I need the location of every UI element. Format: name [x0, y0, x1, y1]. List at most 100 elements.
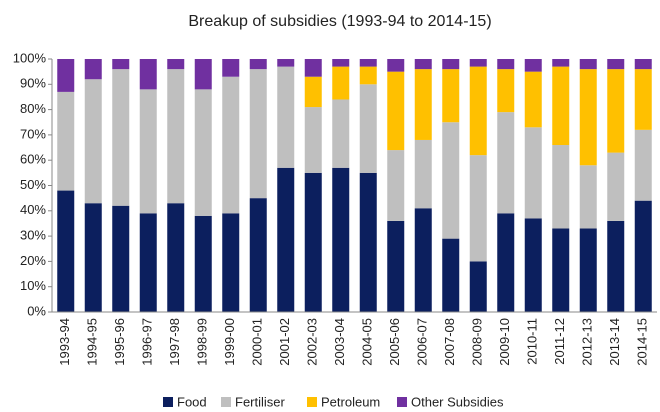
bar-segment: [634, 59, 652, 70]
bar-segment: [579, 69, 597, 166]
bar-segment: [167, 59, 185, 70]
y-tick-label: 60%: [20, 152, 46, 167]
legend-label: Fertiliser: [235, 394, 286, 409]
bar-segment: [414, 208, 432, 312]
x-tick-label: 2012-13: [580, 318, 595, 366]
x-tick-label: 2009-10: [497, 318, 512, 366]
bar-segment: [387, 59, 405, 72]
bar-segment: [359, 84, 377, 173]
bar-segment: [84, 59, 102, 80]
bar-segment: [332, 99, 350, 168]
bar-segment: [552, 59, 570, 67]
bar-segment: [524, 218, 542, 312]
bar-segment: [112, 205, 130, 312]
y-tick-label: 80%: [20, 101, 46, 116]
bar-segment: [414, 139, 432, 209]
bar-segment: [414, 69, 432, 140]
y-tick-label: 0%: [27, 303, 46, 318]
legend-label: Food: [177, 394, 207, 409]
legend-label: Other Subsidies: [411, 394, 504, 409]
bar-segment: [442, 122, 460, 239]
x-tick-label: 1994-95: [85, 318, 100, 366]
x-tick-label: 2014-15: [635, 318, 650, 366]
bar-segment: [249, 69, 267, 199]
bar-segment: [249, 198, 267, 312]
bar-segment: [579, 165, 597, 229]
bar-segment: [194, 89, 212, 216]
bar-segment: [359, 172, 377, 312]
bar-segment: [469, 155, 487, 262]
bar-segment: [469, 261, 487, 312]
y-tick-label: 70%: [20, 126, 46, 141]
x-tick-label: 2011-12: [552, 318, 567, 365]
x-tick-label: 2005-06: [387, 318, 402, 366]
y-tick-label: 20%: [20, 253, 46, 268]
bar-segment: [414, 59, 432, 70]
bar-segment: [634, 200, 652, 312]
y-tick-label: 50%: [20, 177, 46, 192]
bar-segment: [552, 66, 570, 146]
bar-segment: [634, 69, 652, 130]
bar-segment: [497, 59, 515, 70]
bar-segment: [139, 213, 157, 312]
x-tick-label: 1998-99: [195, 318, 210, 366]
bar-segment: [332, 59, 350, 67]
x-tick-label: 1996-97: [140, 318, 155, 366]
bar-segment: [524, 71, 542, 128]
legend-swatch: [221, 397, 231, 407]
x-tick-label: 2008-09: [470, 318, 485, 366]
legend-swatch: [397, 397, 407, 407]
bar-segment: [194, 59, 212, 90]
bar-segment: [304, 172, 322, 312]
x-tick-label: 2013-14: [607, 318, 622, 366]
bar-segment: [139, 89, 157, 214]
bar-segment: [387, 220, 405, 312]
bar-segment: [497, 213, 515, 312]
bar-segment: [442, 59, 460, 70]
y-tick-label: 10%: [20, 278, 46, 293]
x-tick-label: 2004-05: [360, 318, 375, 366]
bar-segment: [442, 69, 460, 123]
bar-segment: [332, 167, 350, 312]
x-tick-label: 2002-03: [305, 318, 320, 366]
bar-segment: [277, 59, 295, 67]
legend-swatch: [163, 397, 173, 407]
bar-segment: [112, 59, 130, 70]
x-tick-label: 1995-96: [112, 318, 127, 366]
x-tick-label: 2007-08: [442, 318, 457, 366]
chart-title: Breakup of subsidies (1993-94 to 2014-15…: [188, 13, 491, 30]
bar-segment: [359, 66, 377, 85]
bar-segment: [332, 66, 350, 100]
bar-segment: [497, 69, 515, 113]
bar-segment: [579, 228, 597, 312]
x-tick-label: 2006-07: [415, 318, 430, 366]
x-tick-label: 1997-98: [167, 318, 182, 366]
bar-segment: [304, 107, 322, 173]
bar-segment: [497, 112, 515, 214]
bar-segment: [84, 203, 102, 312]
bar-segment: [277, 167, 295, 312]
bar-segment: [57, 91, 75, 191]
bar-segment: [469, 66, 487, 156]
bar-segment: [524, 127, 542, 219]
bar-segment: [277, 66, 295, 168]
bar-segment: [84, 79, 102, 204]
bar-segment: [387, 71, 405, 151]
bar-segment: [634, 129, 652, 201]
x-tick-label: 2010-11: [525, 318, 540, 365]
bar-segment: [57, 59, 75, 92]
bar-segment: [304, 59, 322, 77]
bar-segment: [524, 59, 542, 72]
bar-segment: [359, 59, 377, 67]
bar-segment: [469, 59, 487, 67]
bar-segment: [222, 59, 240, 77]
bar-segment: [579, 59, 597, 70]
bar-segment: [139, 59, 157, 90]
bar-segment: [607, 220, 625, 312]
bar-segment: [57, 190, 75, 312]
bar-segment: [442, 238, 460, 312]
x-tick-label: 2003-04: [332, 318, 347, 366]
bar-segment: [249, 59, 267, 70]
legend-swatch: [307, 397, 317, 407]
